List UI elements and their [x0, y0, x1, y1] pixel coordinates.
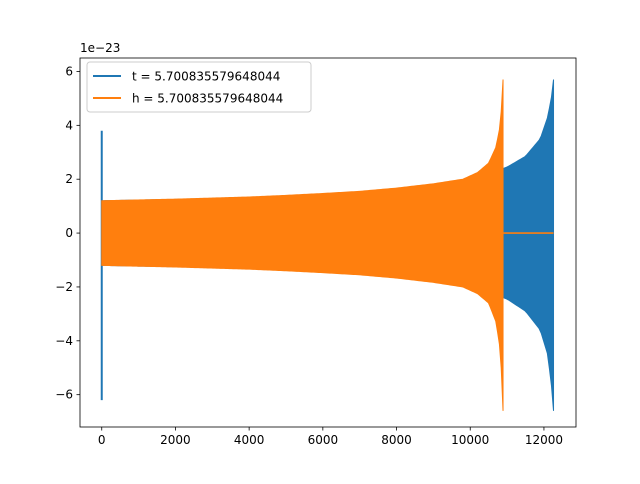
x-tick-label: 12000: [525, 433, 563, 447]
axes: 0 2000 4000 6000 8000 10000 12000 −6 −4 −2 0 2 4 6: [55, 57, 577, 447]
plot-area: [100, 79, 555, 411]
y-tick-label: −2: [55, 280, 73, 294]
x-tick-label: 6000: [308, 433, 339, 447]
x-tick-label: 4000: [234, 433, 265, 447]
x-tick-label: 8000: [381, 433, 412, 447]
y-offset-label: 1e−23: [80, 41, 120, 55]
legend-label: t = 5.700835579648044: [132, 70, 280, 84]
y-tick-label: 0: [65, 226, 73, 240]
axes-frame: [79, 57, 577, 428]
y-tick-label: −4: [55, 334, 73, 348]
legend: t = 5.700835579648044 h = 5.7008355796480…: [86, 61, 312, 113]
y-tick-label: −6: [55, 388, 73, 402]
x-tick-label: 0: [98, 433, 106, 447]
legend-box: [86, 61, 312, 113]
y-tick-label: 2: [65, 172, 73, 186]
x-tick-label: 2000: [160, 433, 191, 447]
series-h-band: [101, 79, 504, 411]
y-tick-label: 4: [65, 118, 73, 132]
x-tick-label: 10000: [451, 433, 489, 447]
y-tick-label: 6: [65, 64, 73, 78]
legend-label: h = 5.700835579648044: [132, 92, 283, 106]
